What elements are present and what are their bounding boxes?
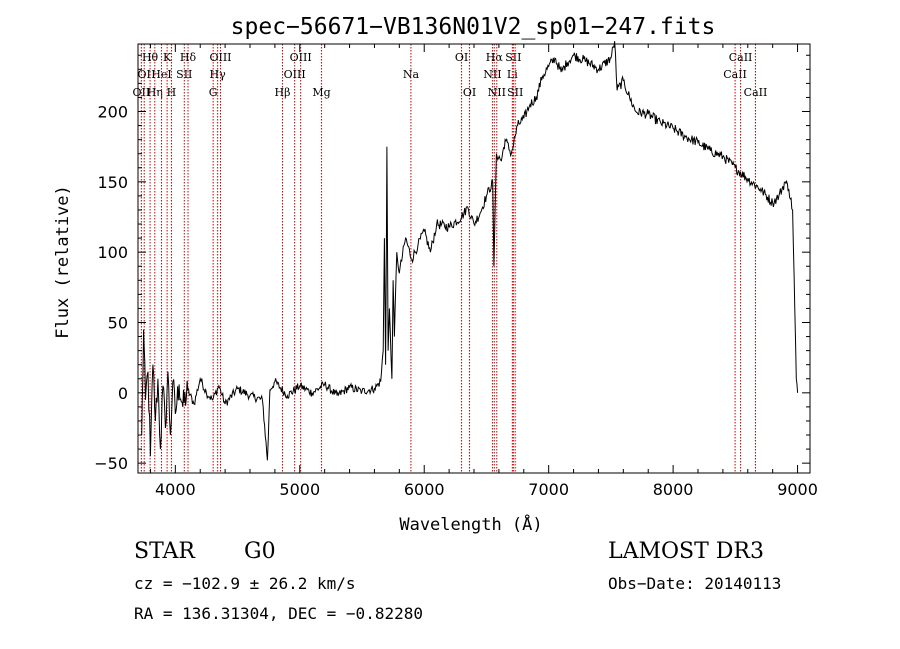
observation-date: Obs−Date: 20140113 xyxy=(608,574,782,593)
marker-label-20: Hα xyxy=(486,51,504,64)
marker-label-5: K xyxy=(163,51,172,64)
marker-label-3: Hη xyxy=(147,86,163,99)
marker-label-21: NII xyxy=(488,86,506,99)
marker-label-25: CaII xyxy=(723,68,747,81)
x-tick-label-0: 4000 xyxy=(155,480,196,499)
marker-label-0: OII xyxy=(133,86,151,99)
object-class: STAR xyxy=(134,539,195,564)
marker-label-6: H xyxy=(167,86,177,99)
x-tick-label-2: 6000 xyxy=(404,480,445,499)
x-tick-label-4: 8000 xyxy=(653,480,694,499)
marker-label-18: OI xyxy=(463,86,476,99)
marker-label-13: OIII xyxy=(284,68,306,81)
chart-title: spec−56671−VB136N01V2_sp01−247.fits xyxy=(231,14,716,40)
marker-label-15: Mg xyxy=(312,86,330,99)
marker-label-23: SII xyxy=(505,51,521,64)
marker-label-12: Hβ xyxy=(275,86,291,99)
marker-label-16: Na xyxy=(403,68,420,81)
marker-label-9: G xyxy=(209,86,218,99)
marker-label-2: Hθ xyxy=(142,51,159,64)
y-tick-label-3: 100 xyxy=(97,243,128,262)
marker-label-4: HeI xyxy=(151,68,171,81)
coordinates: RA = 136.31304, DEC = −0.82280 xyxy=(134,604,423,623)
spectral-line-markers: OII OI Hθ Hη HeI K H SII Hδ G Hγ OIII Hβ OIII OIII Mg Na… xyxy=(133,44,768,473)
marker-label-22: Li xyxy=(507,68,518,81)
x-tick-label-5: 9000 xyxy=(777,480,818,499)
marker-label-7: SII xyxy=(176,68,192,81)
y-tick-label-5: 200 xyxy=(97,103,128,122)
object-subclass: G0 xyxy=(244,539,276,564)
series-group xyxy=(141,41,799,461)
marker-label-8: Hδ xyxy=(180,51,197,64)
y-tick-label-2: 50 xyxy=(108,313,128,332)
marker-label-11: OIII xyxy=(209,51,231,64)
survey-name: LAMOST DR3 xyxy=(608,539,764,564)
marker-label-26: CaII xyxy=(729,51,753,64)
y-axis-label: Flux (relative) xyxy=(53,185,73,339)
y-tick-label-1: 0 xyxy=(118,384,128,403)
y-tick-label-0: −50 xyxy=(94,454,128,473)
x-axis-label: Wavelength (Å) xyxy=(399,513,542,535)
plot-frame xyxy=(137,43,811,474)
marker-label-10: Hγ xyxy=(210,68,227,81)
redshift-velocity: cz = −102.9 ± 26.2 km/s xyxy=(134,574,356,593)
marker-label-14: OIII xyxy=(290,51,312,64)
marker-label-1: OI xyxy=(138,68,151,81)
marker-label-27: CaII xyxy=(744,86,768,99)
x-tick-label-1: 5000 xyxy=(279,480,320,499)
x-tick-label-3: 7000 xyxy=(528,480,569,499)
y-tick-label-4: 150 xyxy=(97,173,128,192)
marker-label-19: NII xyxy=(483,68,501,81)
axes-group: 4000 5000 6000 7000 8000 9000 −50 0 50 100 150 200 xyxy=(94,44,818,499)
marker-label-17: OI xyxy=(455,51,468,64)
marker-label-24: SII xyxy=(507,86,523,99)
spectrum-line-0 xyxy=(141,41,799,461)
